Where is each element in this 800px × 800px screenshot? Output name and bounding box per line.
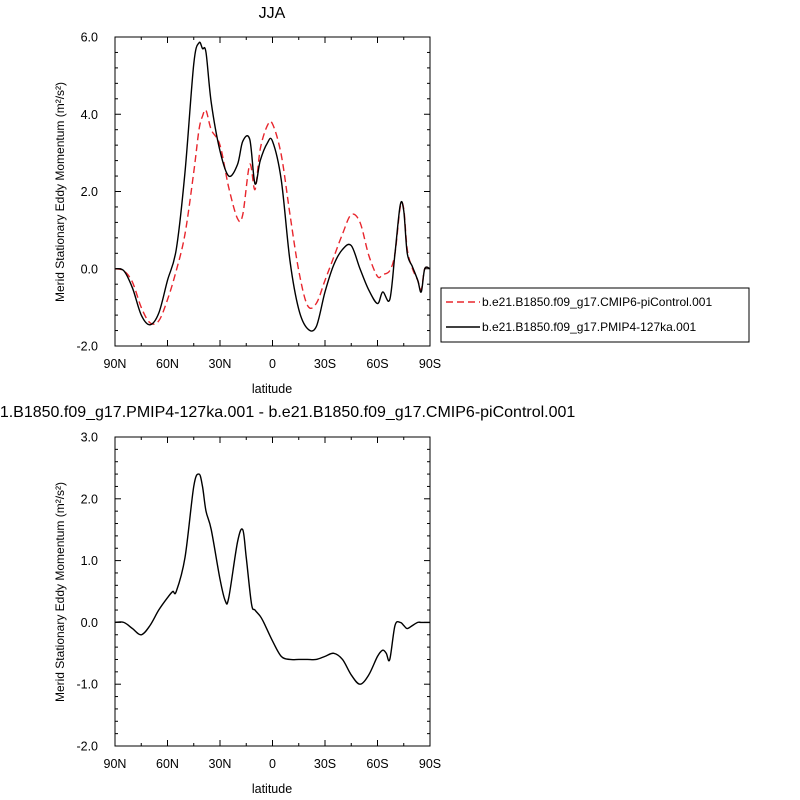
x-tick-label: 30S <box>314 757 336 771</box>
top-plot-area: 90N 60N 30N 0 30S 60S 90S -2.0 0.0 2.0 4.0 6.0 <box>76 31 441 372</box>
x-tick-label: 30N <box>209 757 232 771</box>
legend-label-control: b.e21.B1850.f09_g17.CMIP6-piControl.001 <box>482 295 712 309</box>
x-tick-label: 60N <box>156 757 179 771</box>
legend-box <box>440 287 750 343</box>
bottom-x-axis-label: latitude <box>252 782 292 796</box>
y-tick-label: -2.0 <box>76 340 98 354</box>
legend: b.e21.B1850.f09_g17.CMIP6-piControl.001 … <box>440 287 750 343</box>
y-tick-label: 1.0 <box>81 554 98 568</box>
y-tick-label: 2.0 <box>81 185 98 199</box>
x-tick-label: 30S <box>314 357 336 371</box>
x-tick-label: 60S <box>366 357 388 371</box>
top-chart-title: JJA <box>259 5 286 22</box>
y-tick-label: 0.0 <box>81 262 98 276</box>
series-line-difference <box>114 473 430 685</box>
x-tick-label: 90S <box>419 757 441 771</box>
top-y-axis-label: Merid Stationary Eddy Momentum (m²/s²) <box>53 82 67 302</box>
y-tick-label: 3.0 <box>81 431 98 445</box>
bottom-plot-area: 90N 60N 30N 0 30S 60S 90S -2.0 -1.0 0.0 1.0 2.0 3.0 <box>76 431 441 772</box>
bottom-panel: b.e21.B1850.f09_g17.PMIP4-127ka.001 - b.… <box>0 404 575 796</box>
x-tick-label: 0 <box>269 757 276 771</box>
x-tick-label: 90N <box>104 757 127 771</box>
top-panel: JJA 90N 60N 30N 0 30S 60S 90S-2.00.02.04.06.0 … <box>53 5 441 396</box>
x-tick-label: 60S <box>366 757 388 771</box>
bottom-y-axis-label: Merid Stationary Eddy Momentum (m²/s²) <box>53 482 67 702</box>
x-tick-label: 90N <box>104 357 127 371</box>
legend-label-127ka: b.e21.B1850.f09_g17.PMIP4-127ka.001 <box>482 320 696 334</box>
x-tick-label: 90S <box>419 357 441 371</box>
series-line-PMIP4-127ka <box>114 41 431 332</box>
bottom-chart-title: b.e21.B1850.f09_g17.PMIP4-127ka.001 - b.… <box>0 404 575 421</box>
top-x-axis-label: latitude <box>252 382 292 396</box>
y-tick-label: -1.0 <box>76 678 98 692</box>
y-tick-label: -2.0 <box>76 740 98 754</box>
y-tick-label: 4.0 <box>81 108 98 122</box>
x-tick-label: 0 <box>269 357 276 371</box>
y-tick-label: 0.0 <box>81 616 98 630</box>
x-tick-label: 60N <box>156 357 179 371</box>
plot-frame <box>114 436 431 747</box>
x-tick-label: 30N <box>209 357 232 371</box>
y-tick-label: 6.0 <box>81 31 98 45</box>
y-tick-label: 2.0 <box>81 492 98 506</box>
